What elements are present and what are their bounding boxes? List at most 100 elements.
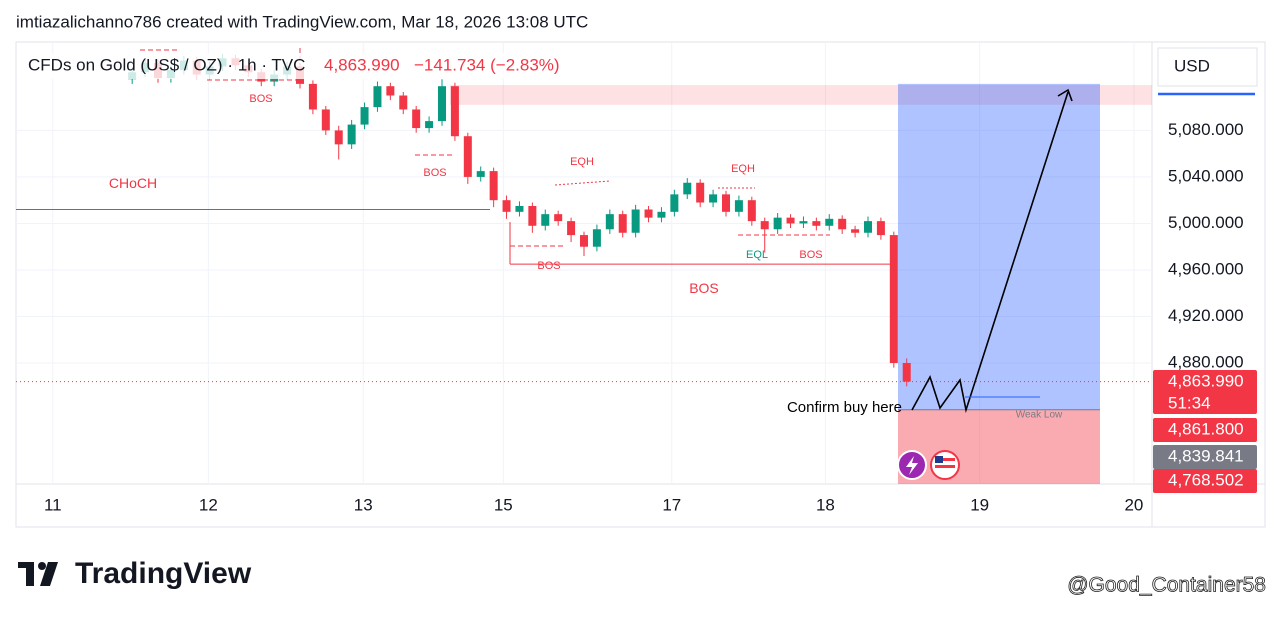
- candle-body: [773, 217, 782, 230]
- y-tick-label: 4,960.000: [1168, 259, 1244, 278]
- price-tag-label: 4,839.841: [1168, 446, 1244, 465]
- candle-body: [696, 182, 705, 203]
- flag-stripe: [935, 458, 955, 461]
- target-zone: [898, 83, 1100, 410]
- annotation: BOS: [249, 93, 272, 105]
- candle-body: [308, 83, 317, 110]
- price-tag-label: 4,768.502: [1168, 470, 1244, 489]
- currency[interactable]: USD: [1174, 56, 1210, 75]
- candle-body: [528, 206, 537, 226]
- level-label: CHoCH: [109, 175, 157, 191]
- flag-canton: [935, 456, 943, 463]
- stop-zone: [898, 409, 1100, 484]
- candle-body: [889, 235, 898, 364]
- candle-body: [747, 200, 756, 222]
- legend-bg: [20, 53, 580, 79]
- annotation: EQH: [570, 156, 594, 168]
- candle-body: [425, 121, 434, 129]
- logo-text: TradingView: [75, 557, 252, 590]
- price-tag: [1153, 418, 1257, 442]
- candle-body: [812, 221, 821, 226]
- x-tick-label: 20: [1124, 495, 1143, 514]
- candle-body: [373, 86, 382, 108]
- annotation: Confirm buy here: [787, 399, 902, 416]
- candle-body: [760, 221, 769, 230]
- x-tick-label: 13: [354, 495, 373, 514]
- price-tag-label: 4,863.990: [1168, 371, 1244, 390]
- x-tick-label: 12: [199, 495, 218, 514]
- y-tick-label: 4,920.000: [1168, 306, 1244, 325]
- annotation: EQH: [731, 163, 755, 175]
- x-tick-label: 19: [970, 495, 989, 514]
- change: −141.734 (−2.83%): [414, 55, 560, 74]
- credit: imtiazalichanno786 created with TradingV…: [16, 12, 588, 31]
- eq-lines: [554, 180, 755, 189]
- level-label: BOS: [689, 280, 719, 296]
- y-tick-label: 5,040.000: [1168, 166, 1244, 185]
- price-tag: [1153, 370, 1257, 414]
- candle-body: [618, 214, 627, 233]
- flag-stripe: [935, 465, 955, 468]
- candle-body: [799, 221, 808, 224]
- x-tick-label: 11: [44, 495, 62, 514]
- candle-body: [360, 107, 369, 125]
- candle-body: [515, 206, 524, 212]
- candle-body: [567, 221, 576, 236]
- symbol: CFDs on Gold (US$ / OZ) · 1h · TVC: [28, 55, 305, 74]
- y-tick-label: 5,080.000: [1168, 120, 1244, 139]
- candle-body: [580, 235, 588, 247]
- candle-body: [438, 86, 446, 122]
- candle-body: [554, 214, 563, 222]
- candle-body: [450, 86, 459, 137]
- candle-body: [502, 200, 511, 212]
- y-tick-label: 5,000.000: [1168, 213, 1244, 232]
- candle-body: [786, 217, 795, 224]
- candle-body: [386, 86, 395, 96]
- logo-mark: [18, 562, 58, 586]
- candle-body: [463, 136, 472, 177]
- candle-body: [838, 218, 847, 230]
- event-icon-bolt: [906, 456, 918, 475]
- candle-body: [902, 363, 911, 382]
- candle-body: [864, 221, 872, 233]
- candle-body: [605, 214, 614, 230]
- candle-body: [851, 229, 860, 233]
- candle-body: [722, 194, 730, 212]
- annotation: Weak Low: [1016, 410, 1063, 421]
- x-tick-label: 17: [662, 495, 681, 514]
- frame: [15, 41, 1266, 528]
- candle-body: [321, 109, 330, 131]
- price-tag: [1153, 445, 1257, 469]
- candle-body: [592, 229, 601, 247]
- candle-body: [734, 200, 743, 212]
- annotation: EQL: [746, 249, 768, 261]
- currency-button[interactable]: [1157, 47, 1258, 87]
- watermark: @Good_Container58: [1067, 574, 1266, 597]
- annotation: BOS: [799, 249, 822, 261]
- candle-body: [541, 214, 550, 226]
- y-tick-label: 4,880.000: [1168, 353, 1244, 372]
- supply-zone: [450, 85, 1152, 105]
- candle-body: [347, 124, 356, 145]
- candle-body: [825, 218, 834, 226]
- countdown: 51:34: [1168, 393, 1211, 412]
- arrow-head: [1057, 88, 1073, 102]
- candle-body: [399, 95, 408, 110]
- x-tick-label: 15: [494, 495, 513, 514]
- last-price: 4,863.990: [324, 55, 400, 74]
- price-tag-label: 4,861.800: [1168, 419, 1244, 438]
- annotation: BOS: [423, 167, 446, 179]
- price-tag: [1153, 469, 1257, 493]
- candle-body: [334, 130, 343, 145]
- candle-body: [657, 211, 666, 218]
- x-tick-label: 18: [816, 495, 835, 514]
- candle-body: [644, 209, 653, 218]
- annotation: BOS: [537, 260, 560, 272]
- candle-body: [876, 221, 885, 236]
- candle-body: [412, 109, 421, 129]
- projection-path: [911, 91, 1069, 414]
- candle-body: [476, 171, 485, 177]
- candle-body: [709, 194, 718, 203]
